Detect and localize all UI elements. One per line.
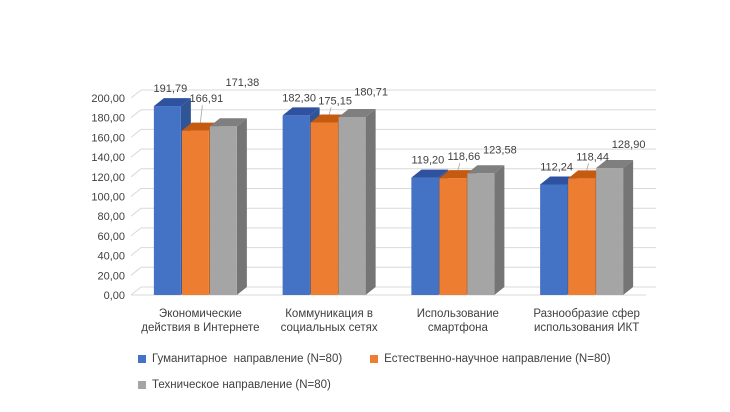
x-tick-label: использования ИКТ xyxy=(534,322,639,334)
data-label: 118,66 xyxy=(447,151,480,163)
data-label: 112,24 xyxy=(540,161,573,173)
bar-top xyxy=(467,165,505,174)
y-tick-label: 160,00 xyxy=(91,132,125,144)
bar-top xyxy=(411,169,449,178)
y-tick-label: 120,00 xyxy=(91,172,125,184)
y-tick-label: 140,00 xyxy=(91,152,125,164)
data-label-leader xyxy=(199,105,203,123)
bar xyxy=(209,126,237,295)
y-tick-label: 200,00 xyxy=(91,93,125,105)
gridline-depth xyxy=(130,168,142,178)
gridline-depth xyxy=(130,109,142,119)
legend: Гуманитарное направление (N=80) Естестве… xyxy=(138,346,658,398)
data-label: 118,44 xyxy=(576,151,609,163)
bar-top xyxy=(568,170,606,179)
legend-label-series-1: Гуманитарное направление (N=80) xyxy=(152,353,343,365)
bar xyxy=(467,173,495,295)
x-tick-label: Разнообразие сфер xyxy=(533,308,640,320)
bar xyxy=(439,178,467,295)
x-tick-label: смартфона xyxy=(428,322,489,334)
data-label: 119,20 xyxy=(411,155,444,167)
bar xyxy=(282,115,310,295)
bar-side xyxy=(365,109,376,296)
legend-item-series-3: Техническое направление (N=80) xyxy=(138,379,331,391)
bar-top xyxy=(338,109,376,118)
gridline-depth xyxy=(130,266,142,276)
x-tick-label: действия в Интернете xyxy=(141,322,259,334)
bar xyxy=(153,106,181,295)
data-label: 123,58 xyxy=(483,144,517,156)
x-tick-label: Экономические xyxy=(159,308,242,320)
bar-top xyxy=(540,176,578,185)
data-label-leader xyxy=(586,163,590,171)
legend-row-1: Гуманитарное направление (N=80) Естестве… xyxy=(138,346,658,372)
bar-top xyxy=(209,118,247,127)
gridline-depth xyxy=(130,188,142,197)
legend-item-series-2: Естественно-научное направление (N=80) xyxy=(370,353,611,365)
y-tick-label: 100,00 xyxy=(91,192,125,204)
data-label: 180,71 xyxy=(354,86,388,98)
bar xyxy=(596,168,624,295)
bar-top xyxy=(596,160,634,169)
data-label: 175,15 xyxy=(318,95,352,107)
y-tick-label: 20,00 xyxy=(97,270,125,282)
bar xyxy=(568,178,596,295)
data-label-leader xyxy=(328,107,332,115)
data-label: 182,30 xyxy=(282,92,316,104)
gridline-depth xyxy=(130,227,142,237)
data-label: 166,91 xyxy=(190,93,224,105)
legend-swatch-series-1 xyxy=(138,355,146,363)
bar xyxy=(338,117,366,296)
legend-item-series-1: Гуманитарное направление (N=80) xyxy=(138,353,342,365)
legend-label-series-3: Техническое направление (N=80) xyxy=(152,379,331,391)
bar-top xyxy=(282,107,320,116)
x-tick-label: Использование xyxy=(417,308,499,320)
y-tick-label: 0,00 xyxy=(104,290,125,302)
gridline-depth xyxy=(130,286,142,296)
gridline-depth xyxy=(130,247,142,256)
bar xyxy=(310,122,338,295)
gridline-depth xyxy=(130,129,142,138)
gridline-depth xyxy=(130,207,142,217)
bar-side xyxy=(494,165,505,295)
data-label: 191,79 xyxy=(154,83,188,95)
bar-top xyxy=(153,98,191,107)
gridline-depth xyxy=(130,148,142,158)
legend-swatch-series-2 xyxy=(370,355,379,363)
bar xyxy=(411,177,439,295)
y-tick-label: 80,00 xyxy=(97,211,125,223)
y-tick-label: 60,00 xyxy=(97,231,125,243)
bar-top xyxy=(310,114,348,123)
bar-top xyxy=(439,170,477,179)
y-tick-label: 180,00 xyxy=(91,113,125,125)
data-label: 171,38 xyxy=(226,77,260,89)
bar xyxy=(181,130,209,295)
bar-top xyxy=(181,122,219,131)
x-tick-label: социальных сетях xyxy=(281,322,378,334)
gridline-depth xyxy=(130,89,142,99)
legend-row-2: Техническое направление (N=80) xyxy=(138,372,658,398)
bar xyxy=(540,184,568,295)
y-tick-label: 40,00 xyxy=(97,251,125,263)
legend-label-series-2: Естественно-научное направление (N=80) xyxy=(384,353,611,365)
bar-side xyxy=(236,118,247,295)
data-label-leader xyxy=(457,163,461,171)
x-tick-label: Коммуникация в xyxy=(285,308,373,320)
bar-side xyxy=(623,160,634,295)
legend-swatch-series-3 xyxy=(138,381,146,389)
data-label: 128,90 xyxy=(612,139,646,151)
